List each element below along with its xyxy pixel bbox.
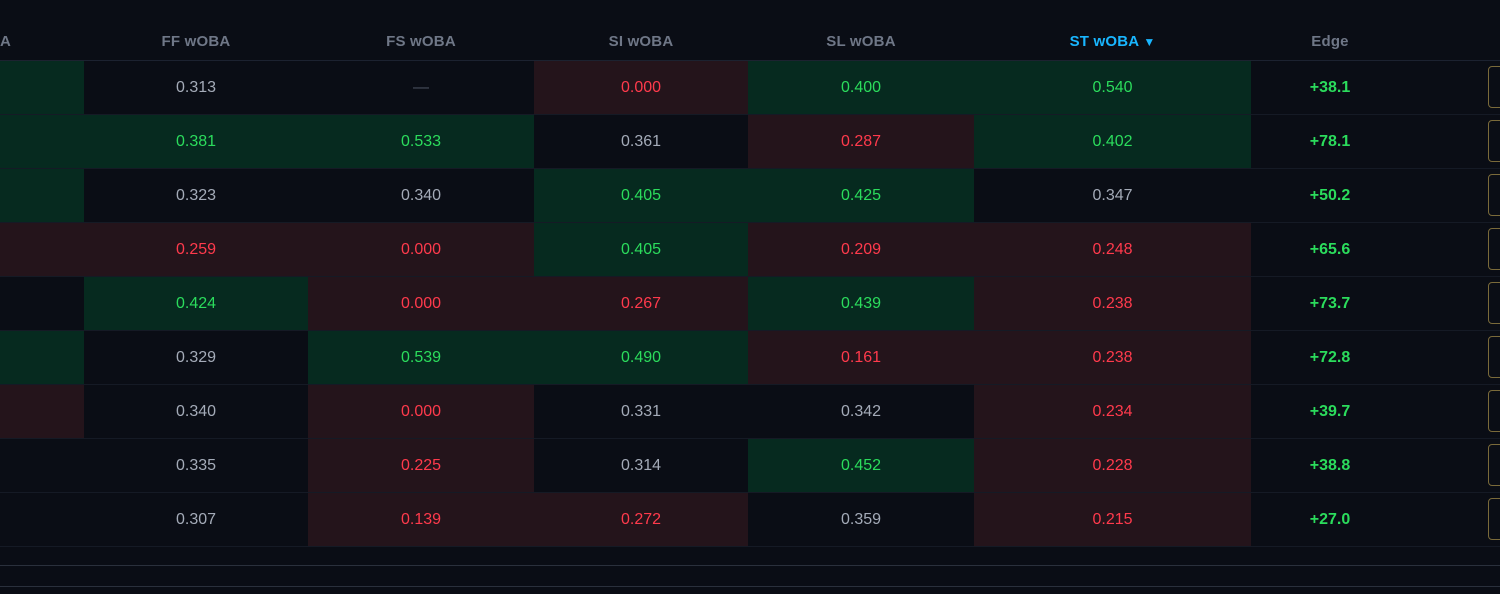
cell-st-woba: 0.402 <box>974 115 1251 168</box>
cell-ff-woba: 0.340 <box>175 403 217 420</box>
cell-edge: +27.0 <box>1309 511 1351 528</box>
cell-ff-woba: 0.381 <box>84 115 308 168</box>
column-header-label: Edge <box>1311 33 1349 50</box>
sort-descending-icon: ▼ <box>1143 35 1156 49</box>
cell-fs-woba: 0.340 <box>400 187 442 204</box>
cell-sl-woba: 0.287 <box>748 115 974 168</box>
row-action-button[interactable] <box>1488 336 1500 378</box>
column-header-edge[interactable]: Edge <box>1251 0 1409 60</box>
cell-edge: +72.8 <box>1309 349 1351 366</box>
row-action-button[interactable] <box>1488 66 1500 108</box>
cell-fs-woba: — <box>413 79 429 96</box>
cell-st-woba: 0.228 <box>974 439 1251 492</box>
cell-si-woba: 0.000 <box>534 61 748 114</box>
cell-sl-woba: 0.452 <box>748 439 974 492</box>
row-action-button[interactable] <box>1488 174 1500 216</box>
table-row[interactable]: 0.424 0.000 0.267 0.439 0.238 +73.7 <box>0 277 1500 331</box>
table-row[interactable]: 0.259 0.000 0.405 0.209 0.248 +65.6 <box>0 223 1500 277</box>
table-row[interactable]: 0.329 0.539 0.490 0.161 0.238 +72.8 <box>0 331 1500 385</box>
cell-edge: +38.1 <box>1309 79 1351 96</box>
cell-fs-woba: 0.000 <box>308 277 534 330</box>
cell-ff-woba: 0.313 <box>175 79 217 96</box>
cell-prev-woba <box>0 115 84 168</box>
table-row[interactable]: 0.323 0.340 0.405 0.425 0.347 +50.2 <box>0 169 1500 223</box>
cell-edge: +38.8 <box>1309 457 1351 474</box>
table-row[interactable]: 0.381 0.533 0.361 0.287 0.402 +78.1 <box>0 115 1500 169</box>
cell-edge: +78.1 <box>1309 133 1351 150</box>
cell-prev-woba <box>0 277 84 330</box>
cell-fs-woba: 0.000 <box>308 385 534 438</box>
cell-prev-woba <box>0 385 84 438</box>
cell-si-woba: 0.267 <box>534 277 748 330</box>
cell-sl-woba: 0.425 <box>748 169 974 222</box>
cell-ff-woba: 0.307 <box>175 511 217 528</box>
column-header-label: FF wOBA <box>161 33 231 50</box>
cell-ff-woba: 0.329 <box>175 349 217 366</box>
row-action-button[interactable] <box>1488 282 1500 324</box>
table-header: A FF wOBA FS wOBA SI wOBA SL wOBA ST wOB… <box>0 0 1500 61</box>
cell-sl-woba: 0.209 <box>748 223 974 276</box>
cell-st-woba: 0.540 <box>974 61 1251 114</box>
cell-sl-woba: 0.342 <box>840 403 882 420</box>
column-header-ff-woba[interactable]: FF wOBA <box>84 0 308 60</box>
cell-sl-woba: 0.161 <box>748 331 974 384</box>
cell-fs-woba: 0.225 <box>308 439 534 492</box>
cell-edge: +73.7 <box>1309 295 1351 312</box>
cell-si-woba: 0.331 <box>620 403 662 420</box>
table-row[interactable]: 0.307 0.139 0.272 0.359 0.215 +27.0 <box>0 493 1500 547</box>
cell-st-woba: 0.234 <box>974 385 1251 438</box>
column-header-partial[interactable]: A <box>0 0 84 60</box>
cell-prev-woba <box>0 169 84 222</box>
cell-st-woba: 0.238 <box>974 277 1251 330</box>
cell-sl-woba: 0.359 <box>840 511 882 528</box>
cell-fs-woba: 0.539 <box>308 331 534 384</box>
cell-si-woba: 0.361 <box>620 133 662 150</box>
cell-fs-woba: 0.533 <box>308 115 534 168</box>
column-header-label: FS wOBA <box>386 33 456 50</box>
cell-ff-woba: 0.259 <box>84 223 308 276</box>
column-header-label: SL wOBA <box>826 33 896 50</box>
table-row[interactable]: 0.340 0.000 0.331 0.342 0.234 +39.7 <box>0 385 1500 439</box>
cell-si-woba: 0.405 <box>534 169 748 222</box>
cell-ff-woba: 0.424 <box>84 277 308 330</box>
cell-prev-woba <box>0 493 84 546</box>
row-action-button[interactable] <box>1488 390 1500 432</box>
column-header-label: SI wOBA <box>608 33 674 50</box>
column-header-label: ST wOBA <box>1069 33 1140 50</box>
column-header-fs-woba[interactable]: FS wOBA <box>308 0 534 60</box>
cell-prev-woba <box>0 439 84 492</box>
cell-prev-woba <box>0 223 84 276</box>
row-action-button[interactable] <box>1488 120 1500 162</box>
cell-si-woba: 0.490 <box>534 331 748 384</box>
cell-si-woba: 0.314 <box>620 457 662 474</box>
cell-si-woba: 0.405 <box>534 223 748 276</box>
cell-sl-woba: 0.400 <box>748 61 974 114</box>
cell-sl-woba: 0.439 <box>748 277 974 330</box>
table-footer-divider <box>0 565 1500 566</box>
row-action-button[interactable] <box>1488 444 1500 486</box>
cell-prev-woba <box>0 331 84 384</box>
cell-st-woba: 0.248 <box>974 223 1251 276</box>
scrollbar-track[interactable] <box>0 586 1500 587</box>
cell-si-woba: 0.272 <box>534 493 748 546</box>
cell-prev-woba <box>0 61 84 114</box>
cell-fs-woba: 0.139 <box>308 493 534 546</box>
cell-edge: +50.2 <box>1309 187 1351 204</box>
table-row[interactable]: 0.335 0.225 0.314 0.452 0.228 +38.8 <box>0 439 1500 493</box>
cell-st-woba: 0.347 <box>1092 187 1133 204</box>
column-header-sl-woba[interactable]: SL wOBA <box>748 0 974 60</box>
cell-st-woba: 0.215 <box>974 493 1251 546</box>
cell-fs-woba: 0.000 <box>308 223 534 276</box>
cell-ff-woba: 0.335 <box>175 457 217 474</box>
cell-edge: +39.7 <box>1309 403 1351 420</box>
cell-edge: +65.6 <box>1309 241 1351 258</box>
column-header-label: A <box>0 33 12 50</box>
row-action-button[interactable] <box>1488 498 1500 540</box>
table-row[interactable]: 0.313 — 0.000 0.400 0.540 +38.1 <box>0 61 1500 115</box>
cell-st-woba: 0.238 <box>974 331 1251 384</box>
row-action-button[interactable] <box>1488 228 1500 270</box>
column-header-si-woba[interactable]: SI wOBA <box>534 0 748 60</box>
column-header-st-woba[interactable]: ST wOBA ▼ <box>974 0 1251 60</box>
cell-ff-woba: 0.323 <box>175 187 217 204</box>
